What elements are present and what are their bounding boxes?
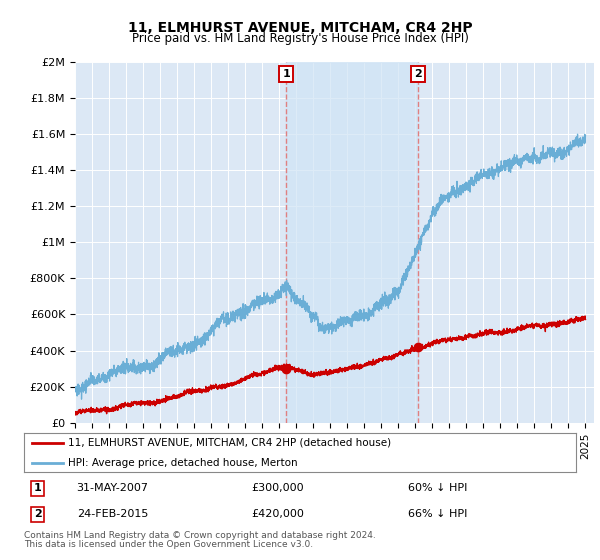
Text: 60% ↓ HPI: 60% ↓ HPI	[409, 483, 467, 493]
Text: 11, ELMHURST AVENUE, MITCHAM, CR4 2HP (detached house): 11, ELMHURST AVENUE, MITCHAM, CR4 2HP (d…	[68, 438, 391, 448]
Text: Contains HM Land Registry data © Crown copyright and database right 2024.: Contains HM Land Registry data © Crown c…	[24, 531, 376, 540]
Text: This data is licensed under the Open Government Licence v3.0.: This data is licensed under the Open Gov…	[24, 540, 313, 549]
Text: 31-MAY-2007: 31-MAY-2007	[76, 483, 148, 493]
Text: 66% ↓ HPI: 66% ↓ HPI	[409, 510, 467, 520]
Text: 11, ELMHURST AVENUE, MITCHAM, CR4 2HP: 11, ELMHURST AVENUE, MITCHAM, CR4 2HP	[128, 21, 472, 35]
Bar	[286, 62, 418, 423]
Text: 2: 2	[34, 510, 41, 520]
Text: HPI: Average price, detached house, Merton: HPI: Average price, detached house, Mert…	[68, 458, 298, 468]
Text: Price paid vs. HM Land Registry's House Price Index (HPI): Price paid vs. HM Land Registry's House …	[131, 32, 469, 45]
Text: £300,000: £300,000	[251, 483, 304, 493]
Text: 24-FEB-2015: 24-FEB-2015	[77, 510, 148, 520]
Text: 1: 1	[283, 69, 290, 80]
Text: £420,000: £420,000	[251, 510, 304, 520]
Text: 1: 1	[34, 483, 41, 493]
Text: 2: 2	[414, 69, 422, 80]
